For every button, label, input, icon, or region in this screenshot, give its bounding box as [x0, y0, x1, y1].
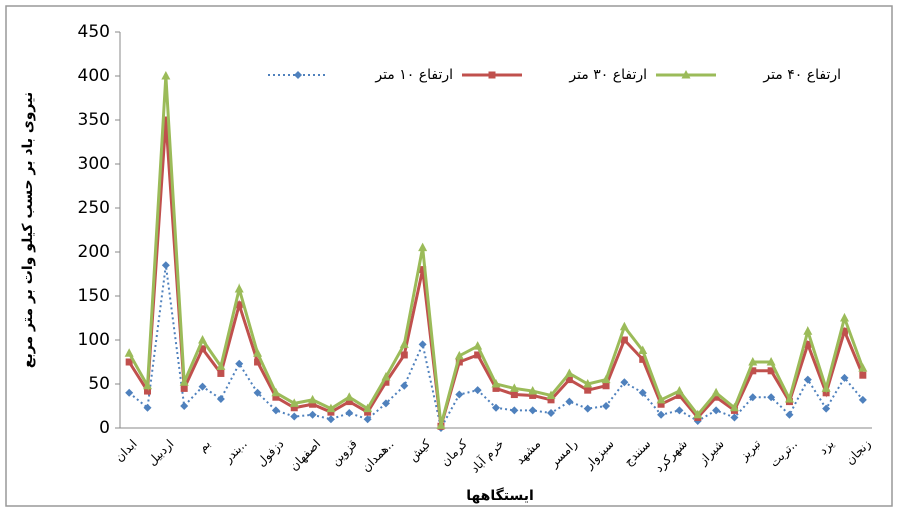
y-tick-label: 400 [78, 66, 110, 86]
y-tick-label: 250 [78, 198, 110, 218]
data-point [401, 351, 408, 358]
y-tick-label: 300 [78, 154, 110, 174]
chart: نیروی باد بر حسب کیلو وات بر متر مربع ای… [0, 0, 899, 514]
data-point [859, 372, 866, 379]
legend-marker [489, 72, 496, 79]
y-tick-label: 200 [78, 242, 110, 262]
data-point [511, 391, 518, 398]
x-axis-title: ایستگاهها [466, 487, 534, 504]
y-axis-title: نیروی باد بر حسب کیلو وات بر متر مربع [20, 92, 36, 368]
data-point [217, 370, 224, 377]
legend-label: ارتفاع ۱۰ متر [374, 67, 453, 83]
legend-label: ارتفاع ۴۰ متر [762, 67, 841, 83]
y-tick-label: 100 [78, 330, 110, 350]
data-point [603, 382, 610, 389]
data-point [584, 387, 591, 394]
y-tick-label: 50 [88, 374, 110, 394]
legend-label: ارتفاع ۳۰ متر [568, 67, 647, 83]
y-tick-label: 150 [78, 286, 110, 306]
y-tick-label: 350 [78, 110, 110, 130]
data-point [181, 385, 188, 392]
y-tick-label: 0 [99, 418, 110, 438]
y-tick-label: 450 [78, 22, 110, 42]
